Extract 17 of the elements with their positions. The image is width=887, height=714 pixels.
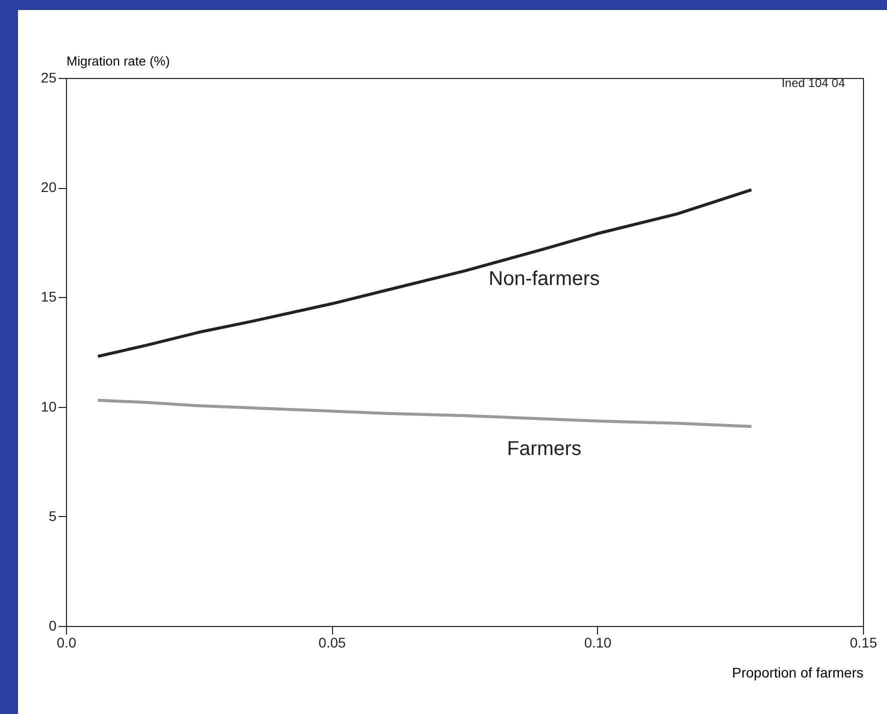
line-series	[96, 188, 753, 358]
y-axis-title: Migration rate (%)	[66, 54, 170, 68]
x-tick-label: 0.10	[584, 634, 612, 650]
annotation: Ined 104 04	[782, 76, 845, 90]
y-tick-label: 5	[48, 508, 57, 524]
y-tick-label: 10	[40, 398, 57, 414]
x-axis-title: Proportion of farmers	[732, 664, 864, 680]
x-tick-label: 0.15	[850, 634, 878, 650]
y-tick-label: 20	[40, 179, 57, 196]
y-tick-label: 15	[40, 288, 57, 305]
series-label: Non-farmers	[488, 268, 600, 290]
y-tick-label: 25	[40, 70, 57, 86]
x-tick-label: 0.0	[56, 634, 76, 650]
x-tick-label: 0.05	[318, 634, 346, 650]
y-tick-label: 0	[48, 618, 57, 634]
line-series	[96, 398, 753, 428]
series-label: Farmers	[506, 438, 582, 460]
